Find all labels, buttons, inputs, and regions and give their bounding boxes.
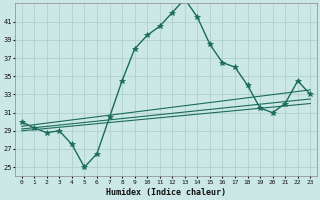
X-axis label: Humidex (Indice chaleur): Humidex (Indice chaleur)	[106, 188, 226, 197]
